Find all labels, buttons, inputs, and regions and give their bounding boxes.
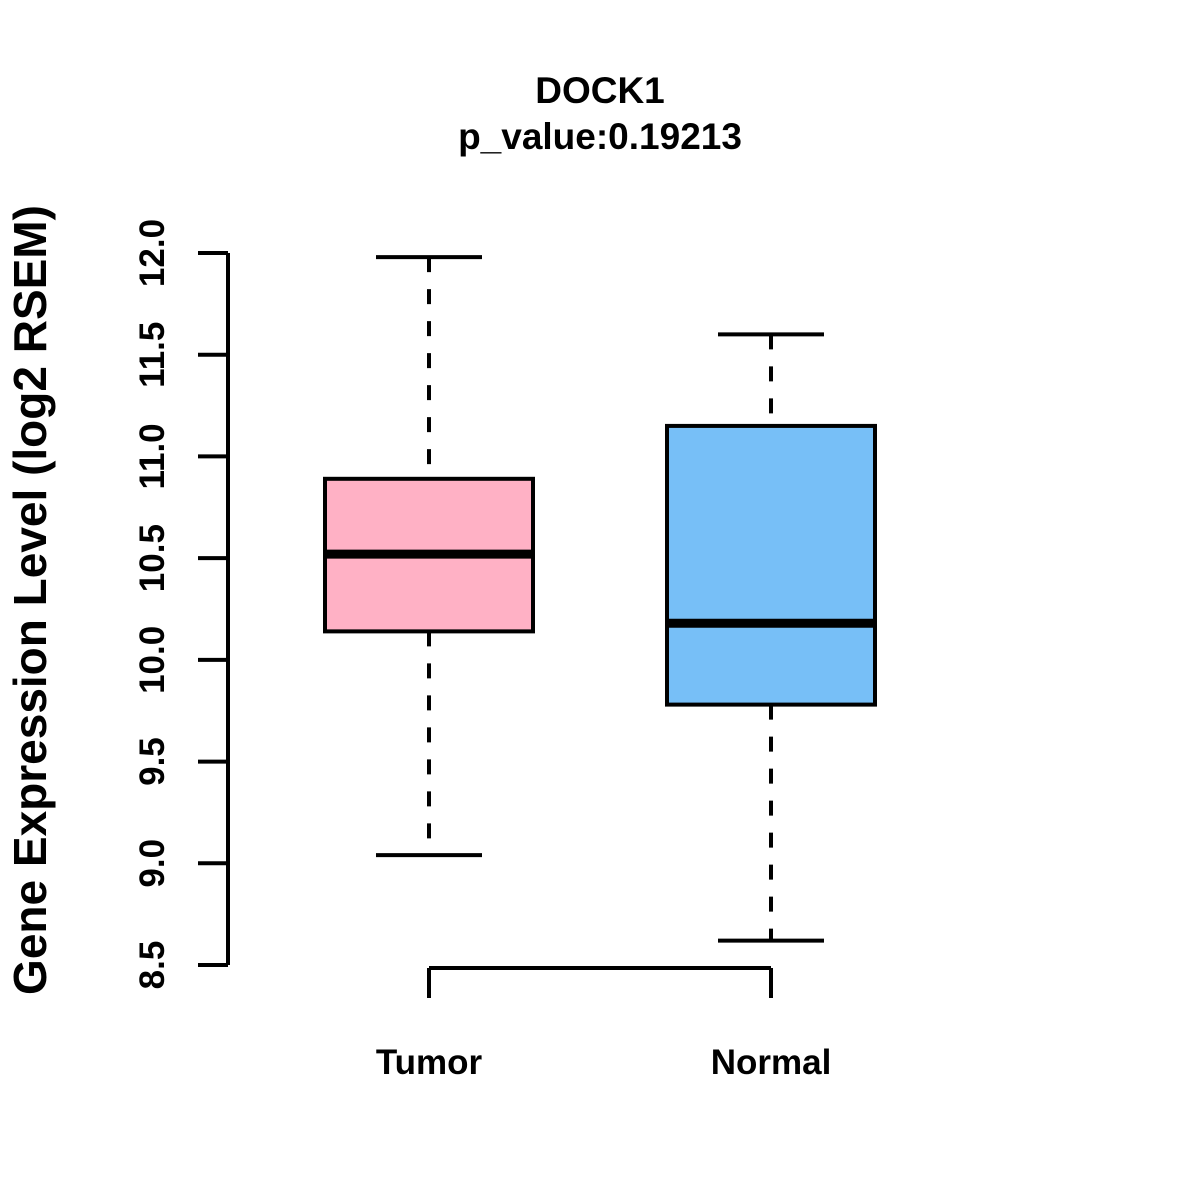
normal-box (665, 423, 877, 707)
y-tick-label: 11.0 (133, 423, 172, 489)
category-label-tumor: Tumor (376, 1043, 483, 1082)
y-tick-label: 8.5 (133, 941, 172, 990)
y-tick-label: 11.5 (133, 322, 172, 388)
chart-title: DOCK1 (535, 70, 665, 111)
y-tick-label: 9.0 (133, 839, 172, 888)
y-tick-label: 9.5 (133, 737, 172, 786)
chart-subtitle-pvalue: p_value:0.19213 (458, 116, 742, 157)
y-axis-title: Gene Expression Level (log2 RSEM) (4, 205, 56, 995)
y-tick-label: 12.0 (133, 219, 172, 287)
y-tick-label: 10.0 (133, 626, 172, 694)
y-tick-label: 10.5 (133, 524, 172, 592)
category-label-normal: Normal (711, 1043, 832, 1082)
